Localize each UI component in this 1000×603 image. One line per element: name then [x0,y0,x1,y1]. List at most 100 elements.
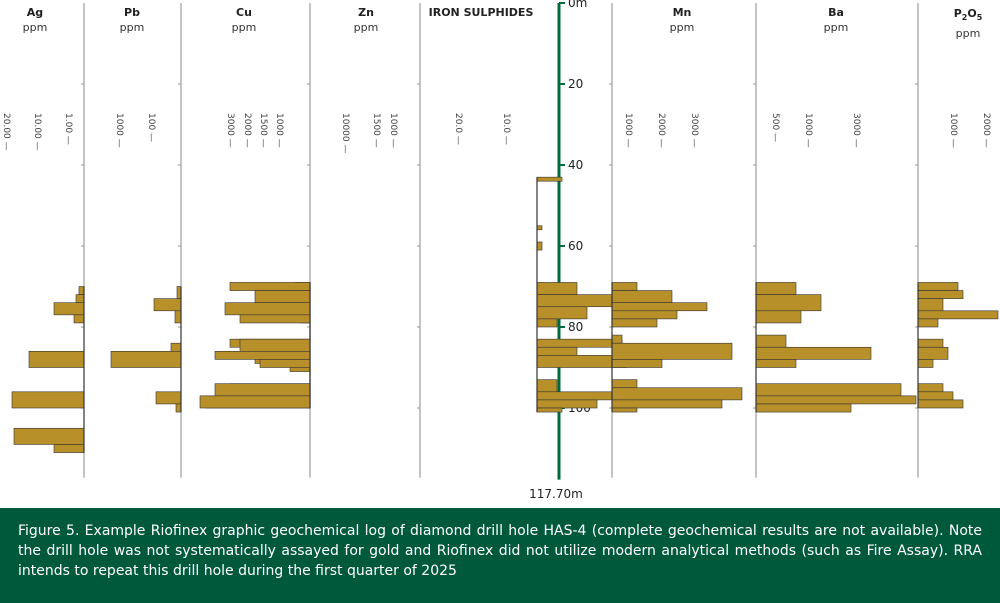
track-mn-bar-2 [611,302,708,312]
track-iron-sulphides-scale-label: 10.0 — [501,113,511,145]
track-mn-bar-6 [611,342,733,360]
track-ag-scale-label: 20.00 — [1,113,11,151]
track-pb-unit: ppm [120,21,145,34]
track-iron-sulphides-bar-3 [536,282,578,295]
track-pb-bar-4 [110,350,182,368]
track-ag-bar-1 [75,294,85,304]
track-ba-bar-6 [755,383,902,397]
track-iron-sulphides-bar-4 [536,294,613,308]
track-ag-bar-4 [28,350,85,368]
track-cu-title: Cu [236,6,252,19]
depth-label-0: 0m [568,0,587,10]
track-ba-scale-label: 500 — [770,113,780,142]
track-p-o--bar-3 [917,310,999,320]
track-iron-sulphides-bar-0 [536,176,563,182]
track-iron-sulphides-bar-11 [536,391,623,401]
track-mn-bar-4 [611,318,658,328]
track-mn-bar-8 [611,379,638,389]
track-mn-bar-1 [611,290,673,303]
track-iron-sulphides-scale-label: 20.0 — [453,113,463,145]
track-iron-sulphides-title: IRON SULPHIDES [429,6,534,19]
track-zn-bar-0 [229,282,311,291]
track-p-o--bar-4 [917,318,939,328]
track-ba-unit: ppm [824,21,849,34]
depth-label-80: 80 [568,320,583,334]
track-zn-bar-2 [224,302,311,316]
track-p-o--unit: ppm [956,27,981,40]
track-ag-bar-2 [53,302,85,316]
track-cu-scale-label: 1000 — [274,113,284,148]
track-p-o--bar-6 [917,346,949,360]
track-p-o--bar-10 [917,399,964,409]
track-p-o--scale-label: 2000 — [981,113,991,148]
track-ag-scale-label: 1.00 — [63,113,73,145]
track-ba-bar-5 [755,359,797,368]
track-zn-scale-label: 1000 — [388,113,398,148]
track-ba-bar-1 [755,294,822,312]
track-ba-bar-8 [755,403,852,413]
track-ag-bar-5 [11,391,85,409]
track-cu-scale-label: 3000 — [225,113,235,148]
track-ag-title: Ag [27,6,43,19]
track-mn-bar-10 [611,399,723,409]
track-p-o--bar-0 [917,282,959,291]
track-zn-title: Zn [358,6,374,19]
track-ba-bar-7 [755,395,917,405]
track-iron-sulphides-bar-8 [536,346,578,356]
track-zn-bar-6 [259,359,311,368]
track-mn-bar-3 [611,310,678,320]
depth-label-20: 20 [568,77,583,91]
track-p-o--bar-9 [917,391,954,401]
track-ag-bar-3 [73,314,85,324]
track-zn-bar-1 [254,290,311,303]
track-pb-bar-2 [174,310,182,324]
track-p-o--bar-8 [917,383,944,393]
track-iron-sulphides-bar-13 [536,407,563,413]
track-pb-bar-1 [153,298,182,312]
track-ba-bar-4 [755,346,872,360]
track-mn-bar-11 [611,407,638,413]
track-p-o--scale-label: 1000 — [948,113,958,148]
track-mn-bar-9 [611,387,743,401]
track-cu-unit: ppm [232,21,257,34]
track-iron-sulphides-bar-6 [536,318,558,328]
depth-label-60: 60 [568,239,583,253]
track-zn-scale-label: 10000 — [340,113,350,154]
track-zn-unit: ppm [354,21,379,34]
track-zn-bar-3 [239,314,311,324]
track-p-o--title: P2O5 [954,7,983,22]
track-iron-sulphides-bar-2 [536,241,543,251]
track-p-o--bar-2 [917,298,944,312]
track-ba-title: Ba [828,6,844,19]
track-iron-sulphides-bar-12 [536,399,598,409]
depth-end-label: 117.70m [529,487,583,501]
track-iron-sulphides-bar-7 [536,338,623,348]
track-zn-scale-label: 1500 — [371,113,381,148]
track-ag-bar-6 [13,427,85,445]
track-mn-title: Mn [673,6,692,19]
track-zn-bar-4 [239,338,311,352]
track-mn-unit: ppm [670,21,695,34]
track-p-o--bar-7 [917,359,934,368]
track-pb-bar-6 [175,403,182,413]
depth-label-40: 40 [568,158,583,172]
track-mn-scale-label: 2000 — [656,113,666,148]
track-mn-bar-5 [611,334,623,344]
track-ba-bar-0 [755,282,797,295]
track-pb-bar-5 [155,391,182,405]
track-iron-sulphides-bar-10 [536,379,558,393]
track-ag-bar-0 [78,286,85,295]
track-pb-bar-3 [170,342,182,352]
track-zn-bar-7 [214,383,311,397]
track-mn-bar-0 [611,282,638,291]
track-mn-scale-label: 1000 — [623,113,633,148]
track-pb-scale-label: 1000 — [114,113,124,148]
track-zn-bar-5 [214,350,311,360]
track-pb-scale-label: 100 — [146,113,156,142]
track-p-o--bar-5 [917,338,944,348]
track-cu-scale-label: 2000 — [242,113,252,148]
track-ba-scale-label: 1000 — [803,113,813,148]
track-mn-bar-7 [611,359,663,368]
track-p-o--bar-1 [917,290,964,299]
